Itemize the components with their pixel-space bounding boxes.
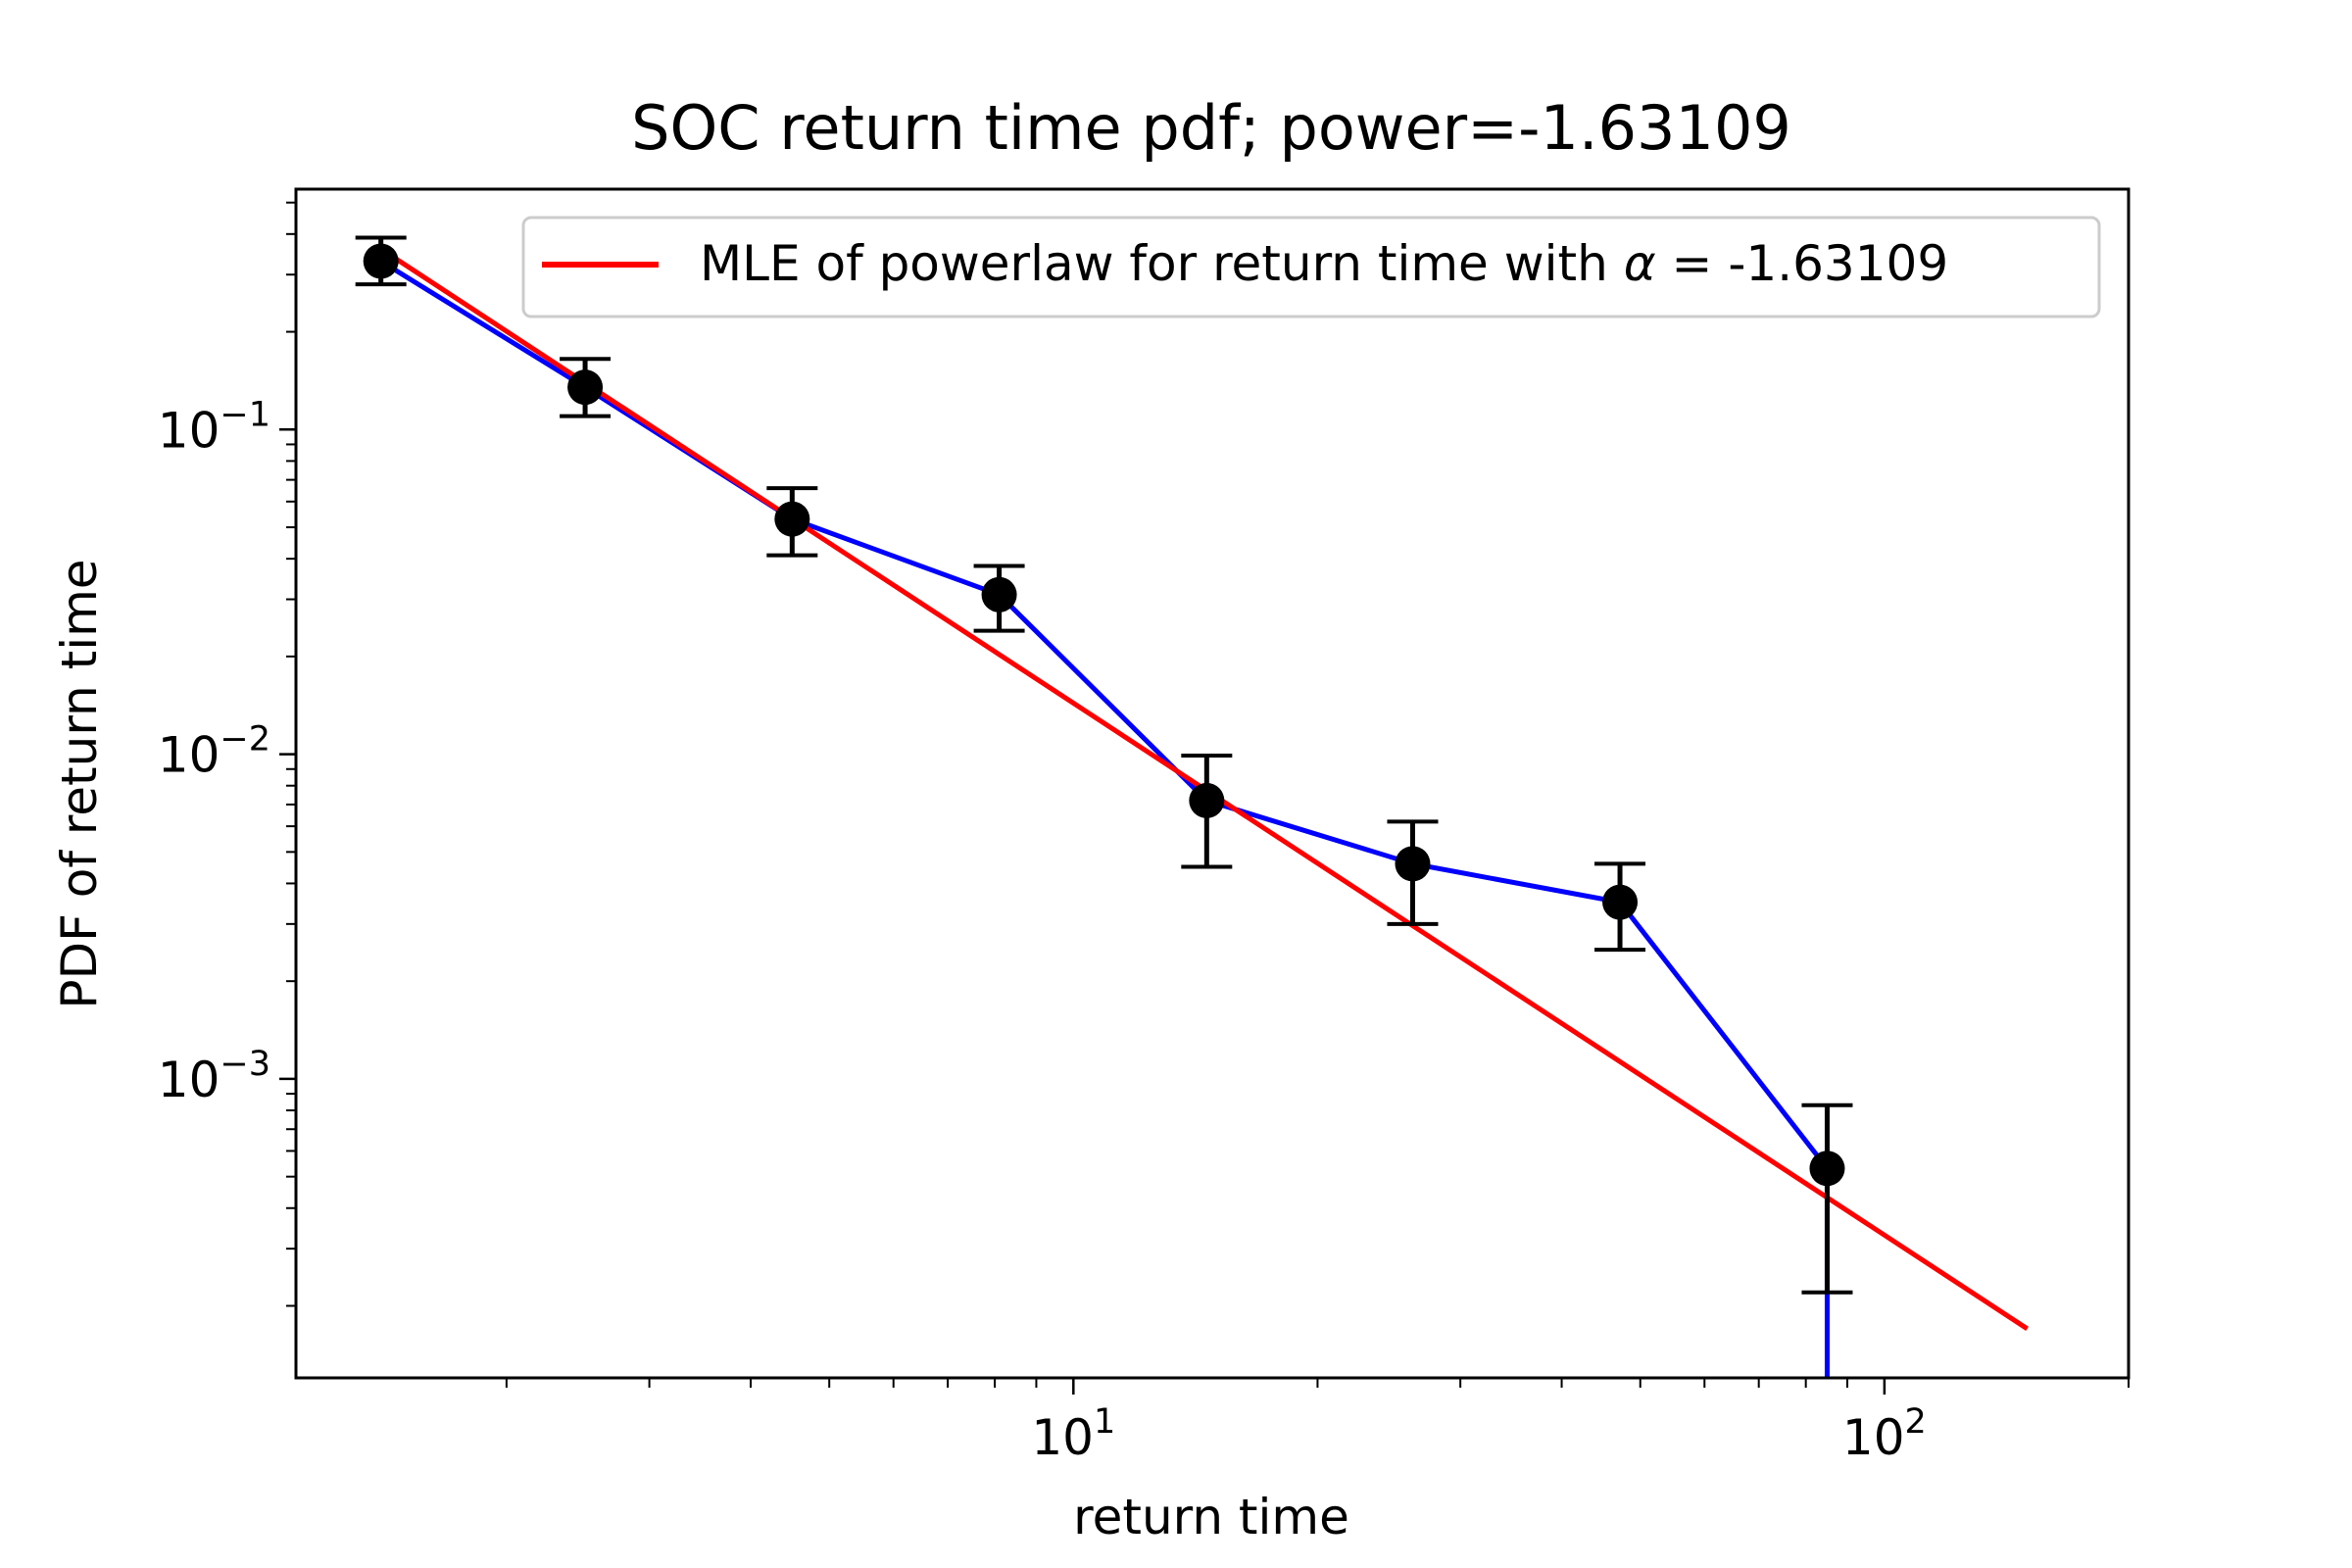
x-tick-label: 101 — [1031, 1402, 1115, 1466]
data-point — [1189, 782, 1225, 818]
y-tick-label: 10−1 — [158, 395, 270, 459]
major-ticks: 101 102 10−1 10−2 10−3 — [158, 395, 1927, 1466]
chart-title: SOC return time pdf; power=-1.63109 — [631, 92, 1791, 164]
data-point — [1395, 846, 1431, 882]
y-tick-label: 10−2 — [158, 720, 270, 784]
data-point — [981, 576, 1017, 612]
minor-ticks — [286, 201, 2130, 1388]
x-axis-label: return time — [1073, 1489, 1349, 1545]
x-tick-label: 102 — [1842, 1402, 1927, 1466]
data-point — [1809, 1151, 1845, 1187]
data-point — [363, 243, 399, 279]
legend-alpha-value: = -1.63109 — [1656, 235, 1949, 292]
legend-text: MLE of powerlaw for return time with — [700, 235, 1624, 292]
data-line — [379, 259, 1830, 1170]
y-axis-label: PDF of return time — [51, 559, 108, 1008]
legend-label: MLE of powerlaw for return time with α =… — [700, 235, 1948, 292]
plot-frame — [294, 187, 2131, 1380]
data-point — [567, 369, 604, 406]
data-point — [774, 501, 810, 537]
legend: MLE of powerlaw for return time with α =… — [521, 216, 2101, 318]
y-tick-label: 10−3 — [158, 1045, 270, 1108]
data-point — [1602, 884, 1639, 920]
legend-alpha-symbol: α — [1624, 235, 1656, 292]
plot-area — [355, 235, 2029, 1378]
legend-frame — [521, 216, 2101, 318]
series-group — [355, 235, 2029, 1378]
